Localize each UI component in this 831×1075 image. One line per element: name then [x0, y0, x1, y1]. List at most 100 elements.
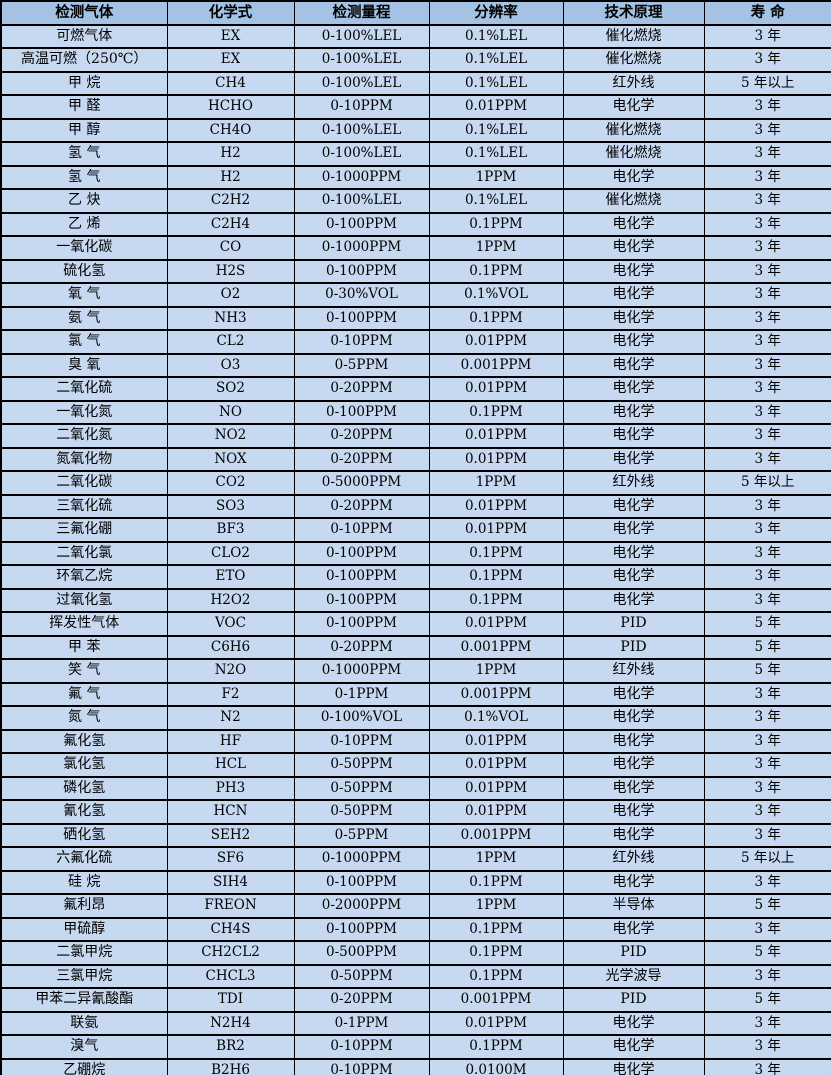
cell-technology: 电化学: [562, 305, 705, 331]
cell-resolution: 0.1PPM: [428, 258, 564, 284]
cell-chemical-formula: NO: [166, 399, 295, 425]
cell-resolution: 0.01PPM: [428, 376, 564, 402]
table-row: 甲 苯 C6H6 0-20PPM 0.001PPM PID 5 年: [0, 634, 831, 660]
cell-detection-range: 0-100PPM: [293, 258, 430, 284]
cell-lifespan: 3 年: [703, 1010, 831, 1036]
cell-detection-range: 0-5000PPM: [293, 470, 430, 496]
cell-chemical-formula: TDI: [166, 987, 295, 1013]
cell-detection-range: 0-100PPM: [293, 564, 430, 590]
cell-gas-name: 氮 气: [0, 705, 168, 731]
cell-lifespan: 3 年: [703, 211, 831, 237]
table-header: 检测气体 化学式 检测量程 分辨率 技术原理寿 命: [0, 0, 831, 26]
table-row: 氯化氢 HCL 0-50PPM 0.01PPM 电化学 3 年: [0, 752, 831, 778]
cell-lifespan: 3 年: [703, 423, 831, 449]
cell-detection-range: 0-20PPM: [293, 376, 430, 402]
cell-lifespan: 3 年: [703, 94, 831, 120]
cell-technology: 催化燃烧: [562, 23, 705, 49]
cell-resolution: 0.1PPM: [428, 916, 564, 942]
cell-lifespan: 3 年: [703, 775, 831, 801]
cell-resolution: 0.1PPM: [428, 869, 564, 895]
table-row: 二氧化硫 SO2 0-20PPM 0.01PPM 电化学 3 年: [0, 376, 831, 402]
header-row: 检测气体 化学式 检测量程 分辨率 技术原理寿 命: [0, 0, 831, 26]
cell-chemical-formula: NO2: [166, 423, 295, 449]
cell-resolution: 0.001PPM: [428, 987, 564, 1013]
cell-technology: 催化燃烧: [562, 141, 705, 167]
table-row: 乙 烯 C2H4 0-100PPM 0.1PPM 电化学 3 年: [0, 211, 831, 237]
cell-gas-name: 硅 烷: [0, 869, 168, 895]
cell-gas-name: 磷化氢: [0, 775, 168, 801]
table-row: 过氧化氢 H2O2 0-100PPM 0.1PPM 电化学 3 年: [0, 587, 831, 613]
cell-chemical-formula: C2H2: [166, 188, 295, 214]
cell-lifespan: 5 年: [703, 987, 831, 1013]
table-row: 甲苯二异氰酸酯 TDI 0-20PPM 0.001PPM PID 5 年: [0, 987, 831, 1013]
table-row: 氟利昂 FREON 0-2000PPM 1PPM 半导体 5 年: [0, 893, 831, 919]
cell-resolution: 0.1PPM: [428, 305, 564, 331]
cell-gas-name: 甲 醛: [0, 94, 168, 120]
cell-chemical-formula: N2O: [166, 658, 295, 684]
cell-lifespan: 3 年: [703, 23, 831, 49]
table-row: 氧 气 O2 0-30%VOL 0.1%VOL 电化学 3 年: [0, 282, 831, 308]
cell-gas-name: 乙 炔: [0, 188, 168, 214]
cell-chemical-formula: NH3: [166, 305, 295, 331]
cell-gas-name: 氟化氢: [0, 728, 168, 754]
cell-chemical-formula: NOX: [166, 446, 295, 472]
cell-detection-range: 0-20PPM: [293, 423, 430, 449]
table-row: 氨 气 NH3 0-100PPM 0.1PPM 电化学 3 年: [0, 305, 831, 331]
cell-gas-name: 甲苯二异氰酸酯: [0, 987, 168, 1013]
cell-chemical-formula: PH3: [166, 775, 295, 801]
table-row: 笑 气 N2O 0-1000PPM 1PPM 红外线 5 年: [0, 658, 831, 684]
cell-chemical-formula: CH4: [166, 70, 295, 96]
cell-technology: 电化学: [562, 94, 705, 120]
cell-chemical-formula: EX: [166, 47, 295, 73]
cell-lifespan: 3 年: [703, 352, 831, 378]
cell-resolution: 0.1PPM: [428, 963, 564, 989]
cell-chemical-formula: BF3: [166, 517, 295, 543]
table-row: 氟化氢 HF 0-10PPM 0.01PPM 电化学 3 年: [0, 728, 831, 754]
cell-technology: 催化燃烧: [562, 188, 705, 214]
table-row: 三氟化硼 BF3 0-10PPM 0.01PPM 电化学 3 年: [0, 517, 831, 543]
cell-gas-name: 过氧化氢: [0, 587, 168, 613]
cell-technology: 电化学: [562, 352, 705, 378]
table-row: 三氯甲烷 CHCL3 0-50PPM 0.1PPM 光学波导 3 年: [0, 963, 831, 989]
cell-resolution: 0.001PPM: [428, 634, 564, 660]
cell-lifespan: 5 年: [703, 940, 831, 966]
cell-detection-range: 0-100PPM: [293, 869, 430, 895]
cell-gas-name: 甲 苯: [0, 634, 168, 660]
cell-chemical-formula: C2H4: [166, 211, 295, 237]
cell-gas-name: 乙硼烷: [0, 1057, 168, 1075]
cell-detection-range: 0-100%LEL: [293, 23, 430, 49]
cell-technology: 电化学: [562, 587, 705, 613]
cell-detection-range: 0-20PPM: [293, 987, 430, 1013]
table-row: 甲 醛 HCHO 0-10PPM 0.01PPM 电化学 3 年: [0, 94, 831, 120]
cell-chemical-formula: H2: [166, 164, 295, 190]
table-row: 氰化氢 HCN 0-50PPM 0.01PPM 电化学 3 年: [0, 799, 831, 825]
cell-resolution: 0.1%LEL: [428, 188, 564, 214]
cell-detection-range: 0-100PPM: [293, 540, 430, 566]
cell-lifespan: 3 年: [703, 47, 831, 73]
table-row: 磷化氢 PH3 0-50PPM 0.01PPM 电化学 3 年: [0, 775, 831, 801]
cell-technology: 电化学: [562, 916, 705, 942]
table-row: 甲 醇 CH4O 0-100%LEL 0.1%LEL 催化燃烧 3 年: [0, 117, 831, 143]
cell-lifespan: 3 年: [703, 564, 831, 590]
cell-chemical-formula: HCN: [166, 799, 295, 825]
cell-chemical-formula: H2: [166, 141, 295, 167]
cell-resolution: 0.0100M: [428, 1057, 564, 1075]
cell-technology: 电化学: [562, 423, 705, 449]
cell-resolution: 0.1PPM: [428, 399, 564, 425]
cell-resolution: 0.01PPM: [428, 752, 564, 778]
cell-detection-range: 0-2000PPM: [293, 893, 430, 919]
cell-technology: 电化学: [562, 211, 705, 237]
cell-chemical-formula: N2: [166, 705, 295, 731]
cell-resolution: 0.1%LEL: [428, 23, 564, 49]
cell-chemical-formula: CH4O: [166, 117, 295, 143]
cell-detection-range: 0-30%VOL: [293, 282, 430, 308]
cell-lifespan: 3 年: [703, 164, 831, 190]
cell-gas-name: 甲 烷: [0, 70, 168, 96]
cell-detection-range: 0-50PPM: [293, 775, 430, 801]
cell-resolution: 0.01PPM: [428, 728, 564, 754]
cell-chemical-formula: F2: [166, 681, 295, 707]
cell-detection-range: 0-10PPM: [293, 1034, 430, 1060]
cell-gas-name: 氮氧化物: [0, 446, 168, 472]
